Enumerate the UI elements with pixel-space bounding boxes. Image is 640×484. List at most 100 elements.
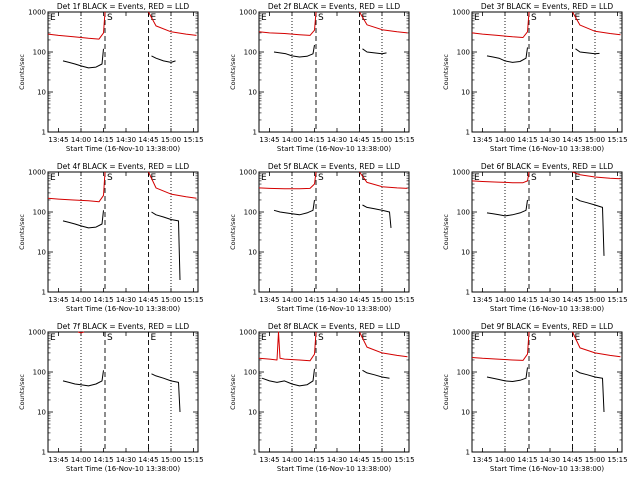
x-tick-label: 15:00 xyxy=(372,456,392,464)
y-tick-label: 100 xyxy=(457,369,470,377)
plot-frame xyxy=(258,331,410,453)
x-tick-label: 14:45 xyxy=(349,456,369,464)
lld-series-line xyxy=(77,331,85,334)
y-tick-label: 1 xyxy=(466,129,470,137)
lld-series-line xyxy=(148,171,197,199)
x-axis-label: Start Time (16-Nov-10 13:38:00) xyxy=(66,305,180,313)
y-tick-label: 100 xyxy=(244,209,257,217)
panel-title: Det 7f BLACK = Events, RED = LLD xyxy=(57,322,190,331)
event-marker-label: E xyxy=(362,173,368,183)
x-tick-label: 15:15 xyxy=(183,456,203,464)
x-tick-label: 13:45 xyxy=(472,456,492,464)
y-tick-label: 10 xyxy=(37,89,46,97)
y-tick-label: 10 xyxy=(461,409,470,417)
detector-panel: Det 6f BLACK = Events, RED = LLD 1 10 100 10… xyxy=(442,162,628,313)
y-axis-label: Counts/sec xyxy=(229,54,237,90)
y-axis-label: Counts/sec xyxy=(229,374,237,410)
event-marker-label: E xyxy=(50,173,56,183)
x-tick-label: 15:00 xyxy=(585,296,605,304)
y-tick-label: 1000 xyxy=(452,329,470,337)
x-axis-label: Start Time (16-Nov-10 13:38:00) xyxy=(490,465,604,473)
x-tick-label: 14:30 xyxy=(116,296,136,304)
x-tick-label: 15:15 xyxy=(394,456,414,464)
y-axis-label: Counts/sec xyxy=(18,374,26,410)
event-marker-label: E xyxy=(50,333,56,343)
y-tick-label: 10 xyxy=(461,89,470,97)
y-tick-label: 1 xyxy=(42,449,46,457)
y-tick-label: 1 xyxy=(42,289,46,297)
x-tick-label: 15:15 xyxy=(183,296,203,304)
x-tick-label: 14:15 xyxy=(304,296,324,304)
x-tick-label: 14:30 xyxy=(540,456,560,464)
x-axis-label: Start Time (16-Nov-10 13:38:00) xyxy=(490,305,604,313)
events-series-line xyxy=(62,210,104,229)
y-tick-label: 10 xyxy=(248,409,257,417)
events-series-line xyxy=(261,368,315,387)
y-tick-label: 1 xyxy=(253,129,257,137)
panel-title: Det 1f BLACK = Events, RED = LLD xyxy=(57,2,190,11)
x-tick-label: 14:15 xyxy=(517,456,537,464)
x-tick-label: 14:15 xyxy=(304,456,324,464)
x-axis-label: Start Time (16-Nov-10 13:38:00) xyxy=(277,465,391,473)
lld-series-line xyxy=(359,11,408,34)
detector-panel: Det 1f BLACK = Events, RED = LLD 1 10 100 10… xyxy=(18,2,204,153)
y-tick-label: 1000 xyxy=(28,169,46,177)
x-tick-label: 15:15 xyxy=(607,456,627,464)
y-tick-label: 100 xyxy=(33,369,46,377)
x-tick-label: 13:45 xyxy=(472,296,492,304)
lld-series-line xyxy=(47,11,106,40)
plot-frame xyxy=(47,331,199,453)
x-tick-label: 15:15 xyxy=(607,296,627,304)
events-series-line xyxy=(273,44,315,58)
y-tick-label: 1 xyxy=(253,449,257,457)
detector-panel: Det 9f BLACK = Events, RED = LLD 1 10 100 10… xyxy=(442,322,628,473)
y-tick-label: 1000 xyxy=(239,169,257,177)
x-tick-label: 14:45 xyxy=(349,296,369,304)
x-tick-label: 14:45 xyxy=(138,296,158,304)
y-tick-label: 1 xyxy=(253,289,257,297)
x-tick-label: 15:15 xyxy=(394,296,414,304)
event-marker-label: E xyxy=(151,13,157,23)
x-tick-label: 14:15 xyxy=(304,136,324,144)
lld-series-line xyxy=(471,331,530,361)
x-tick-label: 14:45 xyxy=(562,456,582,464)
event-marker-label: E xyxy=(151,333,157,343)
event-marker-label: E xyxy=(575,333,581,343)
event-marker-label: S xyxy=(531,333,537,343)
event-marker-label: E xyxy=(151,173,157,183)
x-axis-label: Start Time (16-Nov-10 13:38:00) xyxy=(490,145,604,153)
event-marker-label: S xyxy=(318,333,324,343)
event-marker-label: S xyxy=(107,333,113,343)
event-marker-label: E xyxy=(474,333,480,343)
detector-panel: Det 5f BLACK = Events, RED = LLD 1 10 100 10… xyxy=(229,162,415,313)
events-series-line xyxy=(151,211,181,281)
events-series-line xyxy=(486,47,528,63)
x-tick-label: 14:30 xyxy=(116,456,136,464)
y-tick-label: 1000 xyxy=(239,9,257,17)
panel-title: Det 6f BLACK = Events, RED = LLD xyxy=(481,162,614,171)
y-tick-label: 1000 xyxy=(452,9,470,17)
x-axis-label: Start Time (16-Nov-10 13:38:00) xyxy=(66,145,180,153)
x-tick-label: 15:00 xyxy=(161,456,181,464)
x-tick-label: 13:45 xyxy=(48,296,68,304)
plot-frame xyxy=(471,11,623,133)
event-marker-label: E xyxy=(362,333,368,343)
events-series-line xyxy=(362,204,392,228)
detector-panel: Det 4f BLACK = Events, RED = LLD 1 10 100 10… xyxy=(18,162,204,313)
x-tick-label: 14:30 xyxy=(116,136,136,144)
x-tick-label: 15:00 xyxy=(161,136,181,144)
panel-title: Det 8f BLACK = Events, RED = LLD xyxy=(268,322,401,331)
event-marker-label: S xyxy=(531,13,537,23)
lld-series-line xyxy=(47,171,106,203)
x-tick-label: 14:00 xyxy=(71,136,91,144)
x-tick-label: 14:30 xyxy=(327,296,347,304)
x-tick-label: 15:00 xyxy=(585,456,605,464)
event-marker-label: S xyxy=(531,173,537,183)
x-axis-label: Start Time (16-Nov-10 13:38:00) xyxy=(277,145,391,153)
x-tick-label: 14:15 xyxy=(93,456,113,464)
x-tick-label: 14:30 xyxy=(540,296,560,304)
x-tick-label: 15:00 xyxy=(372,296,392,304)
x-tick-label: 14:00 xyxy=(495,296,515,304)
x-tick-label: 14:00 xyxy=(282,296,302,304)
